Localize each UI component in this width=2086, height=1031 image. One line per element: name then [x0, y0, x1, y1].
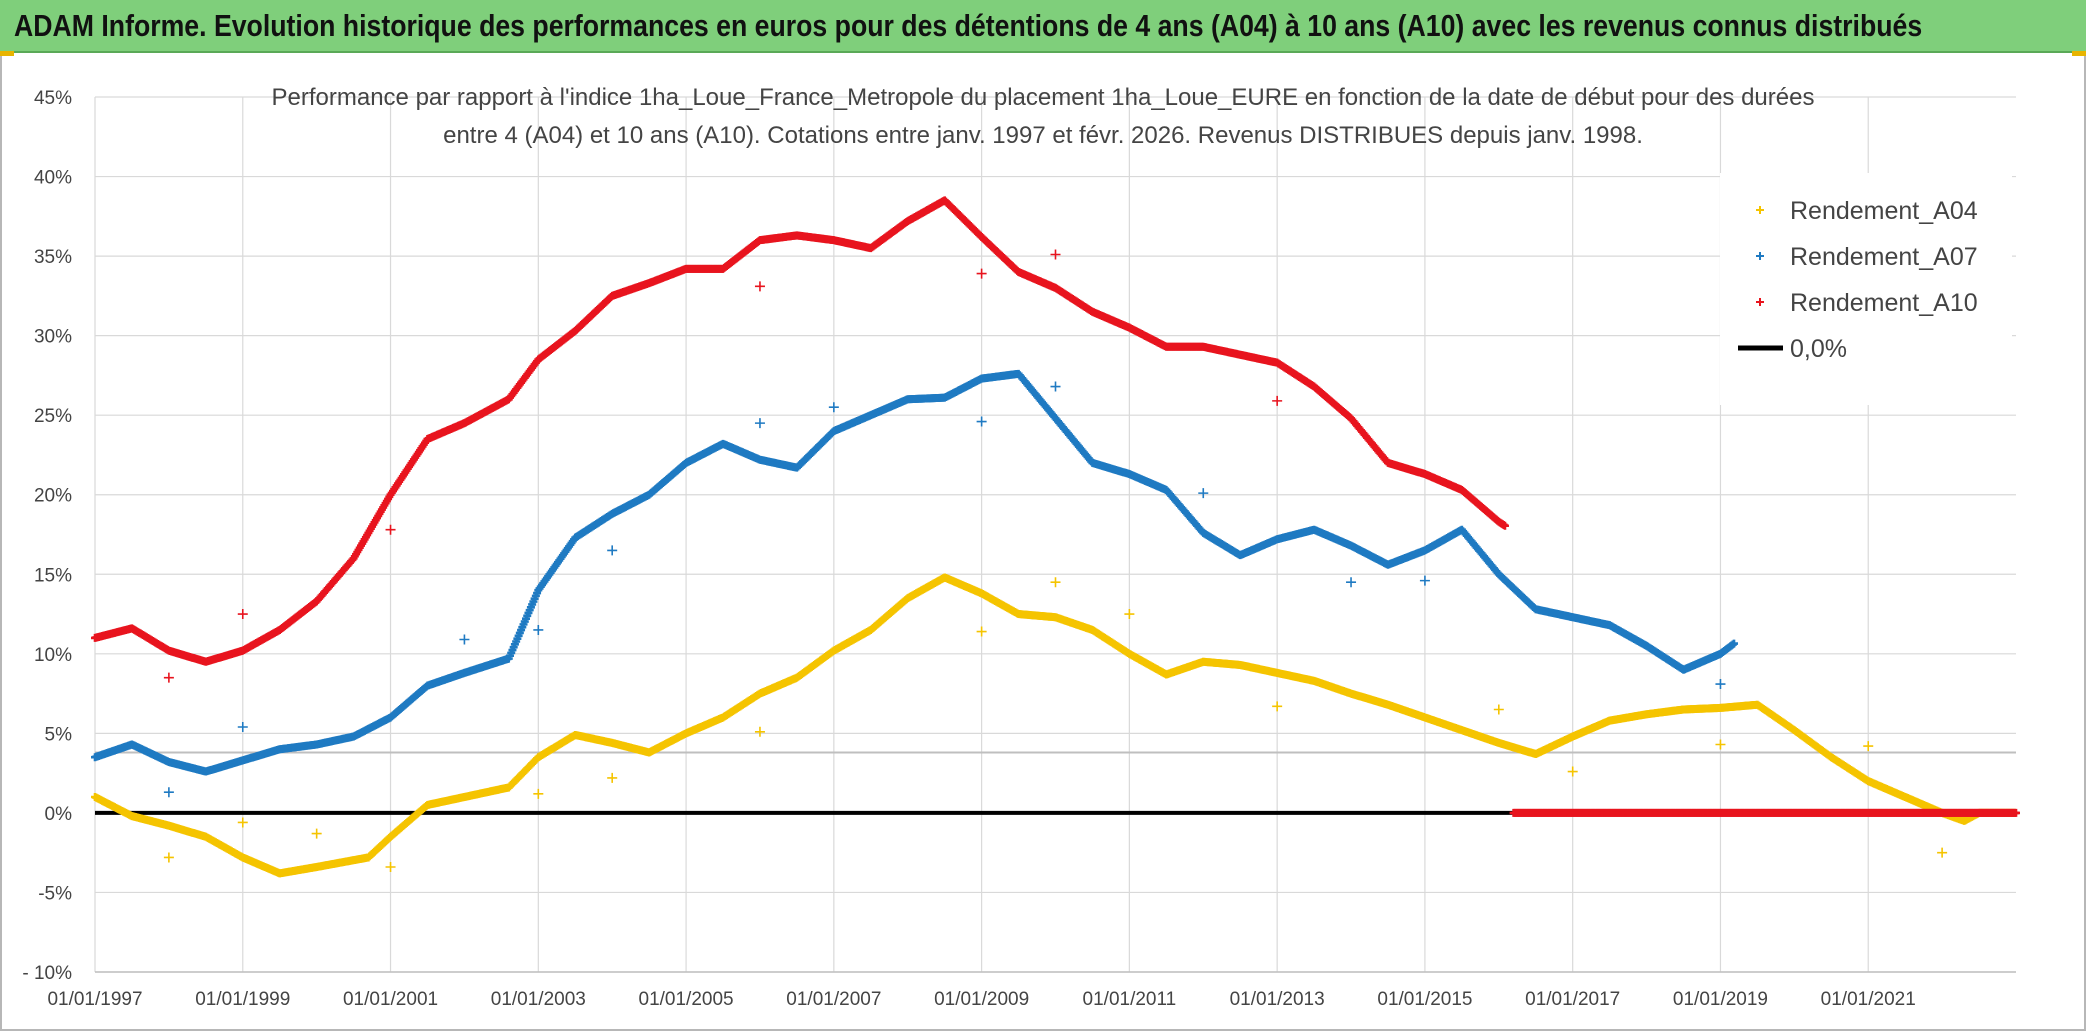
outlier-point — [607, 545, 618, 556]
corner-mark-left — [0, 51, 14, 56]
outlier-point — [976, 626, 987, 637]
header-title: ADAM Informe. Evolution historique des p… — [14, 7, 1923, 43]
outlier-point — [1050, 249, 1061, 260]
y-tick-label: -5% — [38, 883, 72, 904]
outlier-point — [1863, 741, 1874, 752]
x-tick-label: 01/01/2015 — [1377, 989, 1472, 1010]
outlier-point — [163, 852, 174, 863]
corner-mark-right — [2072, 51, 2086, 56]
y-tick-label: 25% — [34, 406, 72, 427]
chart-title: Performance par rapport à l'indice 1ha_L… — [272, 84, 1815, 149]
y-tick-label: - 10% — [22, 963, 72, 984]
x-tick-label: 01/01/2003 — [491, 989, 586, 1010]
outlier-point — [1050, 577, 1061, 588]
chart: - 10% -5% 0% 5% 10% 15% 20% 25% 30% 35% 40% 45% 01/0… — [22, 84, 2020, 1010]
header-bar: ADAM Informe. Evolution historique des p… — [0, 0, 2086, 53]
legend-label: Rendement_A07 — [1790, 243, 1978, 271]
y-tick-label: 5% — [45, 724, 73, 745]
legend-label: Rendement_A10 — [1790, 289, 1978, 317]
outlier-point — [237, 722, 248, 732]
legend-zero-label: 0,0% — [1790, 335, 1847, 363]
outlier-point — [237, 609, 248, 620]
x-tick-label: 01/01/1997 — [47, 989, 142, 1010]
outlier-point — [1493, 704, 1504, 715]
y-tick-label: 35% — [34, 247, 72, 268]
y-tick-label: 15% — [34, 565, 72, 586]
x-tick-label: 01/01/2017 — [1525, 989, 1620, 1010]
x-tick-label: 01/01/2013 — [1230, 989, 1325, 1010]
outlier-point — [976, 416, 987, 427]
outlier-point — [1124, 609, 1135, 620]
outlier-point — [533, 788, 544, 799]
y-tick-label: 10% — [34, 645, 72, 666]
outlier-point — [1937, 847, 1948, 858]
series-layer — [91, 196, 2020, 878]
outlier-point — [311, 828, 322, 839]
x-tick-label: 01/01/2009 — [934, 989, 1029, 1010]
series-Rendement_A04 — [91, 573, 2019, 878]
outlier-point — [1419, 575, 1430, 586]
legend-label: Rendement_A04 — [1790, 197, 1978, 225]
outlier-point — [163, 787, 174, 798]
x-tick-label: 01/01/2001 — [343, 989, 438, 1010]
outlier-point — [607, 772, 618, 783]
y-tick-label: 0% — [45, 804, 73, 825]
x-tick-label: 01/01/2011 — [1083, 989, 1177, 1010]
outlier-point — [1715, 679, 1726, 690]
outlier-point — [1050, 381, 1061, 392]
x-tick-label: 01/01/2005 — [639, 989, 734, 1010]
y-tick-label: 45% — [34, 88, 72, 109]
chart-title-line: entre 4 (A04) et 10 ans (A10). Cotations… — [443, 122, 1643, 149]
y-tick-label: 40% — [34, 168, 72, 189]
outlier-point — [1272, 701, 1283, 712]
axes: - 10% -5% 0% 5% 10% 15% 20% 25% 30% 35% 40% 45% 01/0… — [22, 88, 2016, 1010]
series-Rendement_A07 — [91, 369, 1739, 798]
outlier-point — [754, 281, 765, 292]
x-tick-label: 01/01/2021 — [1821, 989, 1916, 1010]
outlier-point — [533, 624, 544, 635]
outlier-point — [754, 726, 765, 737]
x-tick-label: 01/01/1999 — [195, 989, 290, 1010]
outlier-point — [1272, 395, 1283, 406]
outlier-point — [237, 817, 248, 828]
outlier-point — [1567, 766, 1578, 777]
y-tick-label: 30% — [34, 327, 72, 348]
x-tick-label: 01/01/2019 — [1673, 989, 1768, 1010]
outlier-point — [385, 524, 396, 535]
x-tick-label: 01/01/2007 — [786, 989, 881, 1010]
outlier-point — [1715, 739, 1726, 750]
legend: Rendement_A04 Rendement_A07 Rendement_A10 0… — [1720, 173, 2012, 405]
outlier-point — [1198, 488, 1209, 499]
outlier-point — [754, 418, 765, 429]
outlier-point — [828, 402, 839, 413]
outlier-point — [459, 634, 470, 645]
outlier-point — [1346, 577, 1357, 588]
chart-title-line: Performance par rapport à l'indice 1ha_L… — [272, 84, 1815, 111]
outlier-point — [385, 862, 396, 872]
y-tick-label: 20% — [34, 486, 72, 507]
outlier-point — [976, 268, 987, 279]
outlier-point — [163, 672, 174, 683]
